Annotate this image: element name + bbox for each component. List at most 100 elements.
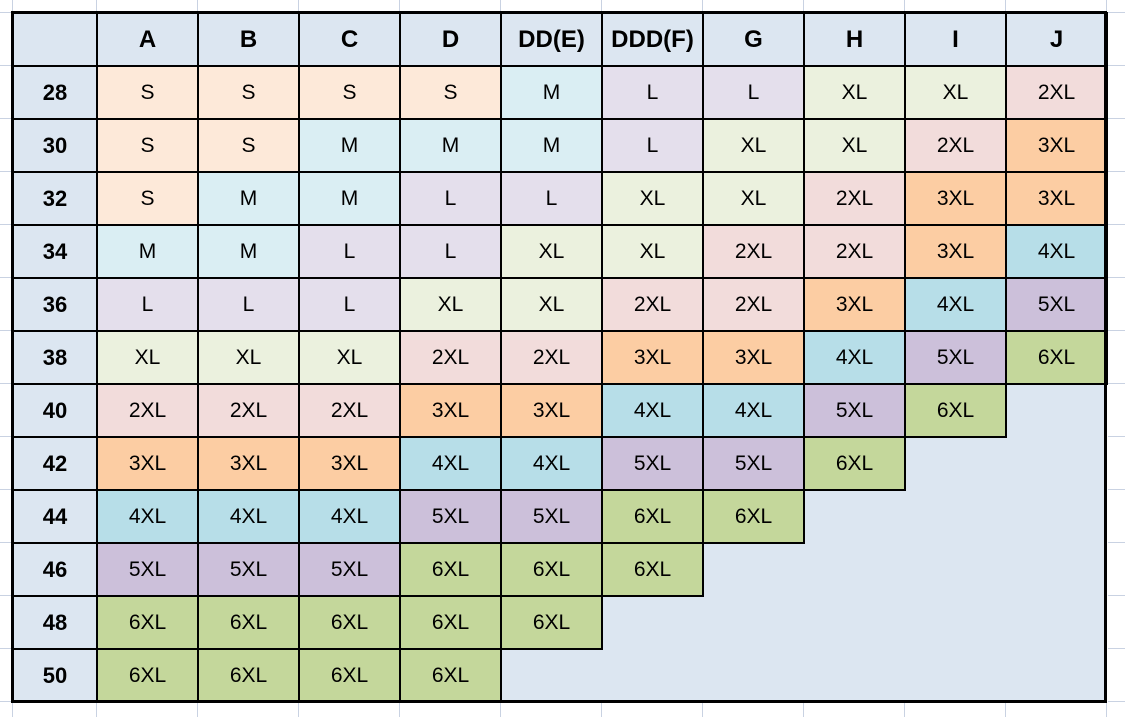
empty-cell-48-G[interactable] [703, 596, 804, 649]
empty-cell-46-J[interactable] [1006, 543, 1107, 596]
size-cell-50-D[interactable]: 6XL [399, 648, 502, 703]
size-cell-38-A[interactable]: XL [96, 330, 199, 385]
size-cell-42-D[interactable]: 4XL [399, 436, 502, 491]
empty-cell-44-J[interactable] [1006, 490, 1107, 543]
size-cell-36-D[interactable]: XL [399, 277, 502, 332]
empty-cell-50-DD(E)[interactable] [501, 649, 602, 702]
size-cell-32-G[interactable]: XL [702, 171, 805, 226]
band-size-label-34[interactable]: 34 [12, 224, 98, 279]
band-size-label-30[interactable]: 30 [12, 118, 98, 173]
empty-cell-50-H[interactable] [804, 649, 905, 702]
cup-size-header-A[interactable]: A [96, 12, 199, 67]
size-cell-50-C[interactable]: 6XL [298, 648, 401, 703]
size-cell-30-G[interactable]: XL [702, 118, 805, 173]
size-cell-46-DD(E)[interactable]: 6XL [500, 542, 603, 597]
size-cell-32-D[interactable]: L [399, 171, 502, 226]
band-size-label-44[interactable]: 44 [12, 489, 98, 544]
empty-cell-44-H[interactable] [804, 490, 905, 543]
size-cell-34-I[interactable]: 3XL [904, 224, 1007, 279]
size-cell-36-B[interactable]: L [197, 277, 300, 332]
size-cell-32-J[interactable]: 3XL [1005, 171, 1108, 226]
size-cell-32-H[interactable]: 2XL [803, 171, 906, 226]
cup-size-header-G[interactable]: G [702, 12, 805, 67]
size-cell-44-DDD(F)[interactable]: 6XL [601, 489, 704, 544]
size-cell-28-C[interactable]: S [298, 65, 401, 120]
size-cell-42-A[interactable]: 3XL [96, 436, 199, 491]
size-cell-44-B[interactable]: 4XL [197, 489, 300, 544]
size-cell-32-I[interactable]: 3XL [904, 171, 1007, 226]
size-cell-36-A[interactable]: L [96, 277, 199, 332]
size-cell-32-A[interactable]: S [96, 171, 199, 226]
size-cell-40-DDD(F)[interactable]: 4XL [601, 383, 704, 438]
empty-cell-50-G[interactable] [703, 649, 804, 702]
empty-cell-46-H[interactable] [804, 543, 905, 596]
size-cell-36-H[interactable]: 3XL [803, 277, 906, 332]
size-cell-28-H[interactable]: XL [803, 65, 906, 120]
size-cell-42-C[interactable]: 3XL [298, 436, 401, 491]
size-cell-34-C[interactable]: L [298, 224, 401, 279]
empty-cell-50-I[interactable] [905, 649, 1006, 702]
size-cell-28-G[interactable]: L [702, 65, 805, 120]
size-cell-44-D[interactable]: 5XL [399, 489, 502, 544]
size-cell-30-I[interactable]: 2XL [904, 118, 1007, 173]
size-cell-38-H[interactable]: 4XL [803, 330, 906, 385]
band-size-label-32[interactable]: 32 [12, 171, 98, 226]
size-cell-30-A[interactable]: S [96, 118, 199, 173]
size-cell-40-H[interactable]: 5XL [803, 383, 906, 438]
cup-size-header-J[interactable]: J [1005, 12, 1108, 67]
cup-size-header-DD(E)[interactable]: DD(E) [500, 12, 603, 67]
empty-cell-48-DDD(F)[interactable] [602, 596, 703, 649]
size-cell-46-A[interactable]: 5XL [96, 542, 199, 597]
cup-size-header-DDD(F)[interactable]: DDD(F) [601, 12, 704, 67]
size-cell-50-A[interactable]: 6XL [96, 648, 199, 703]
size-cell-30-J[interactable]: 3XL [1005, 118, 1108, 173]
size-cell-48-A[interactable]: 6XL [96, 595, 199, 650]
size-cell-46-DDD(F)[interactable]: 6XL [601, 542, 704, 597]
size-cell-28-I[interactable]: XL [904, 65, 1007, 120]
band-size-label-40[interactable]: 40 [12, 383, 98, 438]
band-size-label-50[interactable]: 50 [12, 648, 98, 703]
size-cell-30-B[interactable]: S [197, 118, 300, 173]
empty-cell-50-J[interactable] [1006, 649, 1107, 702]
size-cell-38-B[interactable]: XL [197, 330, 300, 385]
size-cell-36-I[interactable]: 4XL [904, 277, 1007, 332]
size-cell-32-DD(E)[interactable]: L [500, 171, 603, 226]
size-cell-34-B[interactable]: M [197, 224, 300, 279]
size-cell-34-J[interactable]: 4XL [1005, 224, 1108, 279]
size-cell-48-DD(E)[interactable]: 6XL [500, 595, 603, 650]
size-cell-28-A[interactable]: S [96, 65, 199, 120]
corner-header-cell[interactable] [12, 12, 98, 67]
cup-size-header-B[interactable]: B [197, 12, 300, 67]
cup-size-header-D[interactable]: D [399, 12, 502, 67]
size-cell-34-DD(E)[interactable]: XL [500, 224, 603, 279]
cup-size-header-H[interactable]: H [803, 12, 906, 67]
size-cell-34-H[interactable]: 2XL [803, 224, 906, 279]
size-cell-38-G[interactable]: 3XL [702, 330, 805, 385]
size-cell-32-C[interactable]: M [298, 171, 401, 226]
band-size-label-36[interactable]: 36 [12, 277, 98, 332]
size-cell-36-DD(E)[interactable]: XL [500, 277, 603, 332]
size-cell-46-B[interactable]: 5XL [197, 542, 300, 597]
empty-cell-48-J[interactable] [1006, 596, 1107, 649]
size-cell-46-C[interactable]: 5XL [298, 542, 401, 597]
size-cell-38-DD(E)[interactable]: 2XL [500, 330, 603, 385]
size-cell-38-I[interactable]: 5XL [904, 330, 1007, 385]
size-cell-28-DD(E)[interactable]: M [500, 65, 603, 120]
size-cell-30-D[interactable]: M [399, 118, 502, 173]
size-cell-40-I[interactable]: 6XL [904, 383, 1007, 438]
size-cell-38-C[interactable]: XL [298, 330, 401, 385]
size-cell-48-C[interactable]: 6XL [298, 595, 401, 650]
size-cell-28-J[interactable]: 2XL [1005, 65, 1108, 120]
size-cell-48-D[interactable]: 6XL [399, 595, 502, 650]
size-cell-44-A[interactable]: 4XL [96, 489, 199, 544]
size-cell-46-D[interactable]: 6XL [399, 542, 502, 597]
size-cell-30-C[interactable]: M [298, 118, 401, 173]
size-cell-28-DDD(F)[interactable]: L [601, 65, 704, 120]
size-cell-30-DD(E)[interactable]: M [500, 118, 603, 173]
empty-cell-46-G[interactable] [703, 543, 804, 596]
size-cell-34-DDD(F)[interactable]: XL [601, 224, 704, 279]
cup-size-header-I[interactable]: I [904, 12, 1007, 67]
empty-cell-48-I[interactable] [905, 596, 1006, 649]
size-cell-48-B[interactable]: 6XL [197, 595, 300, 650]
empty-cell-46-I[interactable] [905, 543, 1006, 596]
